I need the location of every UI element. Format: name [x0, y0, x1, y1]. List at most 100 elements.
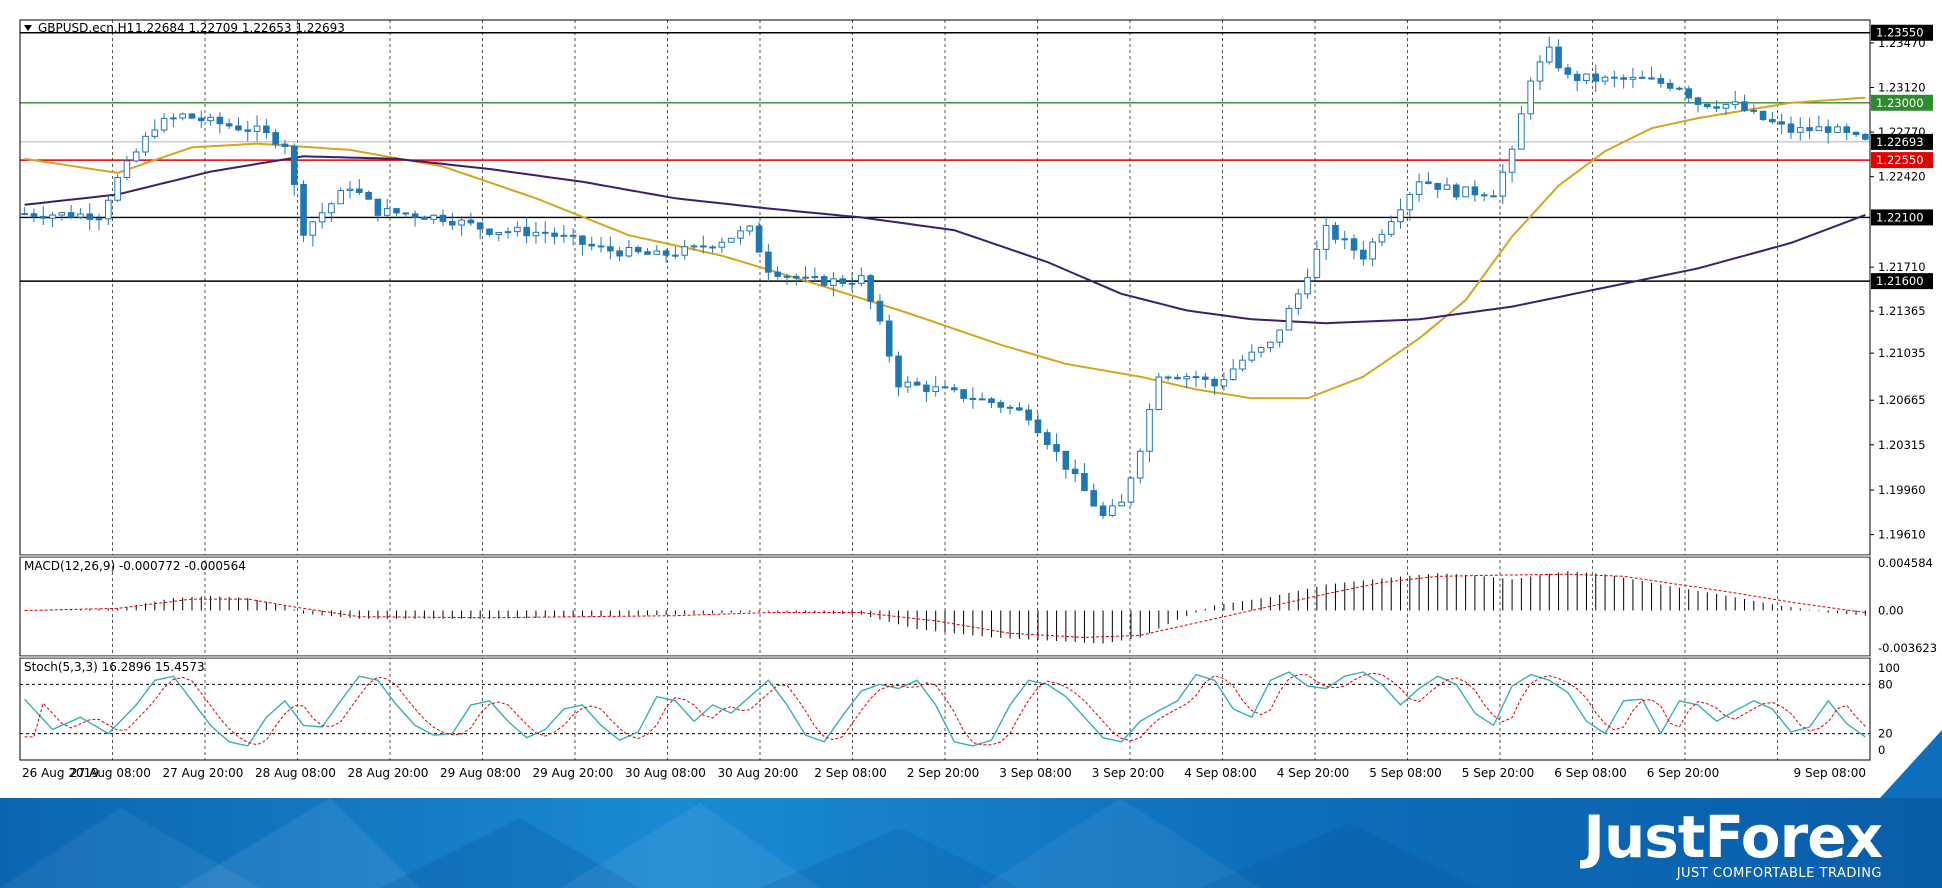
candle-body — [1508, 148, 1516, 173]
candle-body — [1453, 184, 1460, 198]
time-tick-label: 6 Sep 20:00 — [1647, 766, 1719, 780]
candle-body — [1350, 238, 1358, 251]
candle-body — [337, 189, 345, 205]
candle-body — [709, 246, 716, 249]
candle-body — [1164, 376, 1172, 379]
candle-body — [1016, 407, 1023, 411]
candle-body — [1462, 186, 1469, 198]
candle-body — [569, 234, 577, 237]
candle-body — [783, 275, 791, 278]
candle-body — [1443, 184, 1451, 190]
candle-body — [1285, 308, 1293, 331]
candle-body — [541, 231, 549, 234]
candle-body — [932, 386, 940, 392]
candle-body — [672, 254, 679, 257]
time-tick-label: 29 Aug 08:00 — [440, 766, 521, 780]
level-tag — [1871, 152, 1933, 169]
current-price-tag — [1871, 133, 1933, 150]
candle-body — [737, 230, 744, 239]
candle-body — [235, 125, 242, 131]
candle-body — [1081, 473, 1088, 492]
panel-frames — [19, 19, 1871, 761]
candle-body — [1378, 233, 1386, 243]
candle-body — [1397, 209, 1404, 223]
time-tick-label: 27 Aug 20:00 — [163, 766, 244, 780]
candle-body — [1248, 351, 1256, 361]
time-tick-label: 26 Aug 2019 — [22, 766, 99, 780]
candle-body — [514, 226, 521, 233]
candle-body — [1834, 126, 1841, 133]
candle-body — [551, 232, 558, 237]
candle-body — [402, 212, 410, 215]
ohlc-label: 1.22684 1.22709 1.22653 1.22693 — [135, 21, 345, 35]
candle-body — [1090, 490, 1098, 507]
candle-body — [1722, 104, 1730, 109]
candle-body — [1620, 77, 1627, 80]
candle-body — [690, 245, 698, 248]
candle-body — [1406, 194, 1414, 211]
price-tick-label: 1.20665 — [1878, 393, 1926, 407]
candle-body — [644, 251, 651, 255]
price-tick-label: 1.21365 — [1878, 304, 1926, 318]
candle-body — [476, 222, 484, 230]
candle-body — [1545, 46, 1553, 63]
level-tag-text: 1.22100 — [1876, 210, 1924, 224]
candle-body — [151, 129, 159, 137]
price-tick-label: 1.19960 — [1878, 483, 1926, 497]
candle-body — [1313, 248, 1321, 279]
candle-body — [263, 125, 270, 134]
candle-body — [1202, 376, 1209, 380]
candle-body — [1360, 249, 1367, 260]
candle-body — [1425, 181, 1432, 184]
candle-body — [820, 276, 828, 286]
candle-body — [86, 213, 94, 220]
price-tick-label: 1.20315 — [1878, 438, 1926, 452]
candle-body — [792, 275, 800, 279]
candle-body — [830, 278, 837, 286]
candle-body — [1806, 127, 1813, 132]
candle-body — [1657, 78, 1665, 84]
candle-body — [142, 135, 149, 153]
candle-body — [718, 241, 726, 248]
candle-body — [1694, 97, 1702, 105]
candle-body — [1527, 80, 1534, 115]
candle-body — [1555, 46, 1562, 69]
candle-body — [560, 234, 568, 237]
candle-body — [1183, 376, 1191, 380]
candle-body — [290, 145, 298, 185]
candle-body — [904, 381, 912, 388]
candle-body — [411, 213, 419, 218]
dropdown-triangle-icon[interactable] — [24, 25, 32, 31]
candle-body — [1294, 293, 1302, 310]
candle-body — [532, 231, 540, 237]
banner-decoration — [0, 798, 1480, 888]
candle-body — [523, 226, 530, 237]
candle-body — [1257, 347, 1265, 353]
candle-body — [77, 213, 84, 218]
candle-body — [49, 214, 56, 219]
candle-body — [170, 117, 177, 120]
candle-body — [383, 208, 391, 216]
candle-body — [699, 245, 707, 248]
stoch-signal-line — [24, 672, 1866, 746]
price-tick-label: 1.21035 — [1878, 346, 1926, 360]
time-tick-label: 4 Sep 20:00 — [1277, 766, 1349, 780]
price-chart[interactable]: 1.234701.231201.227701.224201.217101.213… — [0, 0, 1942, 798]
candle-body — [1499, 171, 1507, 197]
candle-body — [495, 232, 503, 235]
candle-body — [1666, 82, 1674, 89]
candle-body — [607, 246, 614, 252]
candle-body — [328, 203, 335, 214]
level-price-tags: 1.23550 1.23000 1.22550 1.22100 1.21600 1.226… — [1871, 24, 1933, 290]
time-tick-label: 30 Aug 08:00 — [625, 766, 706, 780]
candle-body — [244, 129, 252, 132]
candle-body — [1155, 376, 1163, 410]
candle-body — [30, 213, 38, 217]
candle-body — [1043, 432, 1051, 446]
candle-body — [997, 402, 1005, 408]
candle-body — [1267, 341, 1274, 349]
candle-body — [1769, 119, 1776, 123]
candle-body — [458, 219, 465, 226]
